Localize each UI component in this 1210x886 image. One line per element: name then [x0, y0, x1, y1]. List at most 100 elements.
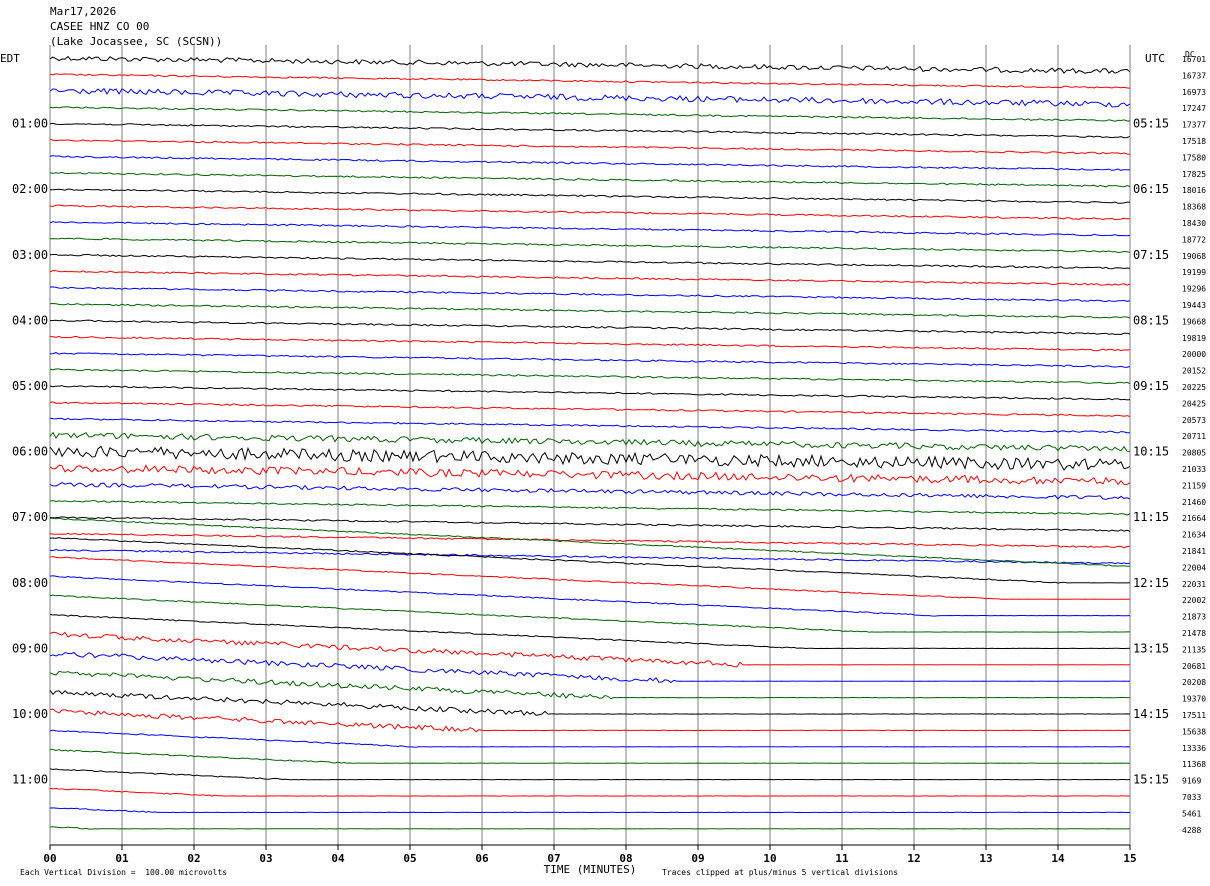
x-tick-label: 01	[115, 852, 129, 865]
dc-offset-label: 4288	[1182, 826, 1201, 835]
trace-line	[49, 651, 1131, 684]
dc-offset-label: 17511	[1182, 711, 1206, 720]
trace-line	[49, 204, 1130, 221]
trace-line	[49, 708, 1131, 733]
x-tick-label: 00	[43, 852, 56, 865]
dc-offset-label: 21159	[1182, 481, 1206, 490]
dc-offset-label: 9169	[1182, 777, 1201, 786]
dc-offset-label: 5461	[1182, 809, 1201, 818]
right-time-label: 08:15	[1133, 313, 1169, 327]
trace-line	[49, 532, 1131, 549]
trace-line	[49, 670, 1130, 700]
dc-offset-label: 21634	[1182, 531, 1206, 540]
dc-offset-label: 20000	[1182, 350, 1206, 359]
right-time-label: 07:15	[1133, 248, 1169, 262]
trace-line	[49, 787, 1130, 797]
trace-line	[49, 594, 1130, 633]
x-tick-label: 08	[619, 852, 632, 865]
trace-line	[49, 221, 1131, 237]
scale-note: Each Vertical Division = 100.00 microvol…	[20, 868, 228, 877]
trace-line	[49, 368, 1131, 385]
right-time-label: 13:15	[1133, 641, 1169, 655]
dc-offset-label: 20805	[1182, 449, 1206, 458]
dc-offset-label: 20573	[1182, 416, 1206, 425]
dc-offset-label: 21460	[1182, 498, 1206, 507]
dc-offset-label: 21664	[1182, 514, 1206, 523]
trace-line	[49, 188, 1131, 204]
clip-note: Traces clipped at plus/minus 5 vertical …	[662, 868, 899, 877]
left-time-label: 02:00	[12, 182, 48, 196]
dc-offset-label: 20681	[1182, 662, 1206, 671]
left-time-label: 03:00	[12, 248, 48, 262]
dc-offset-label: 20208	[1182, 678, 1206, 687]
x-tick-label: 11	[835, 852, 849, 865]
x-tick-label: 06	[475, 852, 489, 865]
trace-line	[49, 748, 1131, 764]
left-time-label: 11:00	[12, 773, 48, 787]
trace-line	[49, 155, 1131, 171]
trace-line	[49, 237, 1131, 254]
trace-line	[49, 575, 1131, 617]
trace-line	[49, 445, 1131, 471]
x-tick-label: 13	[979, 852, 992, 865]
x-tick-label: 14	[1051, 852, 1065, 865]
header-location: (Lake Jocassee, SC (SCSN))	[50, 35, 223, 48]
left-timezone-label: EDT	[0, 52, 20, 65]
header-date: Mar17,2026	[50, 5, 117, 18]
dc-offset-label: 19668	[1182, 317, 1206, 326]
left-time-label: 09:00	[12, 641, 48, 655]
dc-offset-label: 20425	[1182, 399, 1206, 408]
right-time-label: 12:15	[1133, 576, 1169, 590]
right-time-label: 11:15	[1133, 510, 1169, 524]
left-time-label: 06:00	[12, 445, 48, 459]
dc-offset-label: 11368	[1182, 760, 1206, 769]
right-time-label: 06:15	[1133, 182, 1169, 196]
dc-offset-label: 19819	[1182, 334, 1206, 343]
dc-offset-label: 21478	[1182, 629, 1206, 638]
trace-line	[49, 516, 1131, 532]
dc-offset-label: 21873	[1182, 613, 1206, 622]
trace-line	[50, 286, 1131, 303]
dc-offset-label: 19068	[1182, 252, 1206, 261]
dc-offset-label: 21841	[1182, 547, 1206, 556]
x-tick-label: 05	[403, 852, 416, 865]
trace-line	[49, 302, 1131, 319]
trace-line	[49, 254, 1131, 270]
dc-offset-label: 15638	[1182, 727, 1206, 736]
trace-line	[49, 106, 1131, 122]
trace-line	[49, 431, 1131, 452]
left-time-label: 07:00	[12, 510, 48, 524]
trace-line	[49, 385, 1131, 401]
trace-line	[49, 335, 1131, 352]
dc-offset-label: 17580	[1182, 153, 1206, 162]
right-time-label: 09:15	[1133, 379, 1169, 393]
x-tick-label: 03	[259, 852, 272, 865]
trace-line	[49, 171, 1131, 188]
dc-offset-label: 16737	[1182, 71, 1206, 80]
dc-offset-label: 22031	[1182, 580, 1206, 589]
dc-offset-label: 22002	[1182, 596, 1206, 605]
right-time-label: 05:15	[1133, 117, 1169, 131]
trace-line	[49, 401, 1131, 417]
trace-line	[49, 55, 1131, 74]
trace-line	[49, 417, 1131, 434]
dc-offset-label: 17247	[1182, 104, 1206, 113]
dc-offset-label: 20152	[1182, 367, 1206, 376]
dc-label: DC	[1185, 50, 1195, 59]
left-time-label: 10:00	[12, 707, 48, 721]
dc-offset-label: 20711	[1182, 432, 1206, 441]
dc-offset-label: 20225	[1182, 383, 1206, 392]
trace-line	[49, 631, 1131, 668]
trace-line	[49, 613, 1131, 650]
trace-line	[49, 352, 1131, 368]
trace-line	[49, 73, 1131, 89]
dc-offset-label: 17825	[1182, 170, 1206, 179]
x-tick-label: 15	[1123, 852, 1136, 865]
x-tick-label: 02	[187, 852, 200, 865]
x-tick-label: 07	[547, 852, 560, 865]
right-time-label: 14:15	[1133, 707, 1169, 721]
dc-offset-label: 18430	[1182, 219, 1206, 228]
right-time-label: 15:15	[1133, 773, 1169, 787]
trace-line	[49, 729, 1131, 748]
